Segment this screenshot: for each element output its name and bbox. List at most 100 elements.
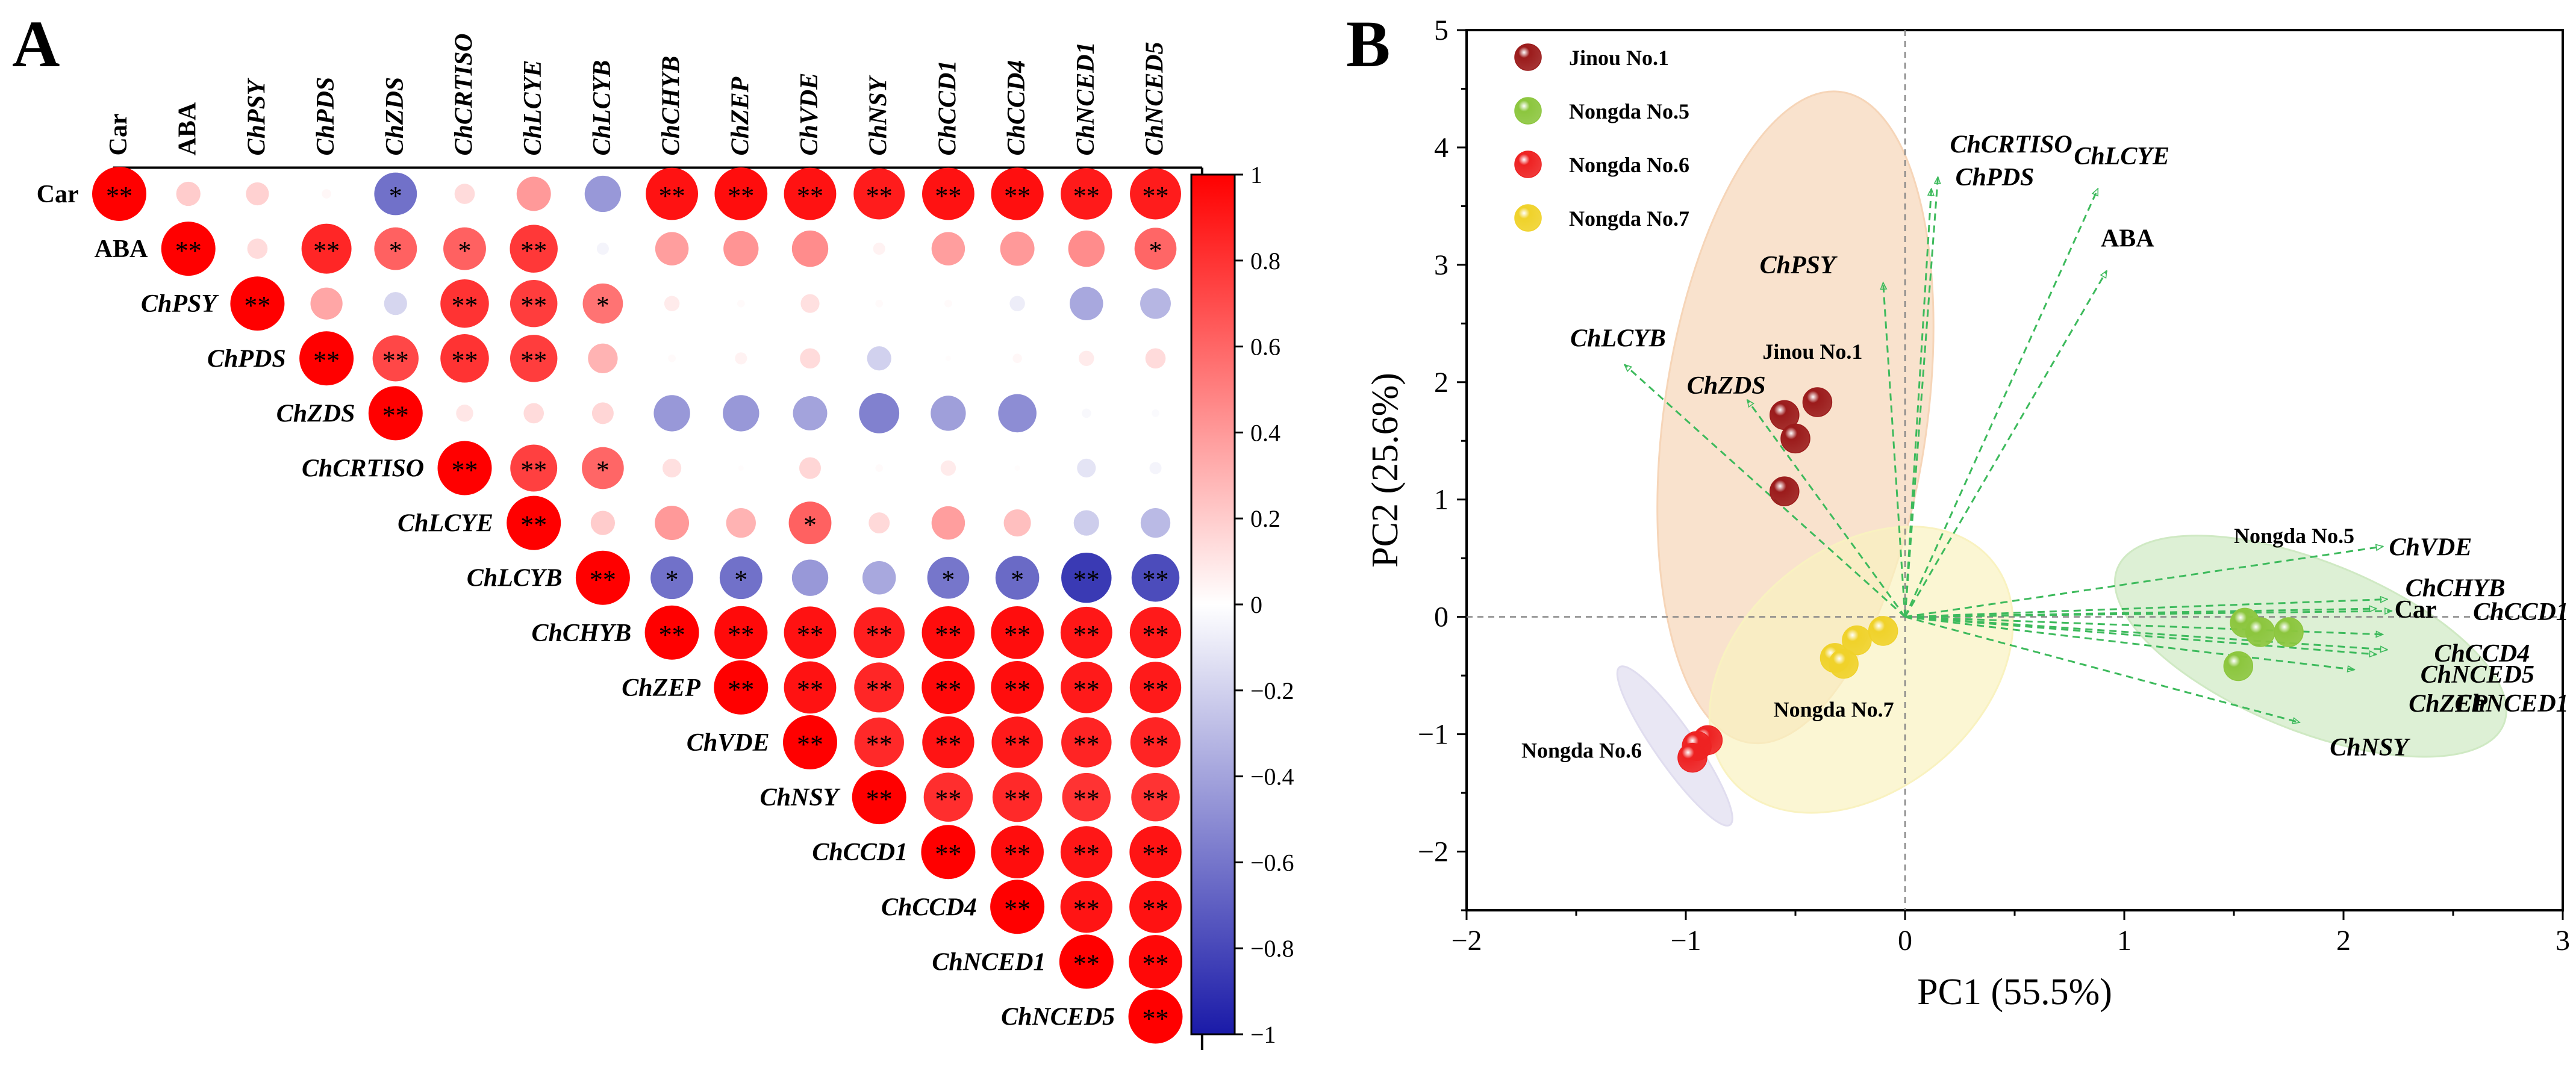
colorbar-tick-label: 0 (1250, 591, 1262, 618)
sample-point (2223, 651, 2254, 681)
legend-marker (1514, 97, 1542, 125)
significance-mark: ** (935, 784, 961, 814)
correlation-dot (590, 511, 616, 535)
legend-marker (1514, 151, 1542, 178)
sample-point (2245, 617, 2275, 647)
correlation-dot (1059, 934, 1114, 989)
y-tick-label: −1 (1418, 719, 1449, 751)
correlation-dot (714, 660, 769, 715)
column-label: ChZEP (726, 76, 754, 155)
significance-mark: ** (590, 565, 616, 595)
column-label: ChNCED1 (1072, 42, 1100, 155)
loading-arrow (1746, 400, 1906, 618)
significance-mark: ** (935, 181, 961, 211)
correlation-dot (931, 232, 965, 265)
significance-mark: * (734, 565, 747, 595)
significance-mark: ** (659, 620, 685, 650)
loading-label: ChNCED1 (2455, 690, 2569, 718)
column-label: ChCRTISO (451, 33, 478, 155)
legend-label: Nongda No.7 (1569, 206, 1689, 231)
significance-mark: ** (1073, 949, 1100, 978)
correlation-dot (582, 283, 623, 324)
correlation-dot (1131, 772, 1180, 822)
row-label: ChNCED1 (932, 948, 1046, 976)
confidence-ellipse (1708, 526, 2014, 814)
correlation-dot (1061, 552, 1112, 603)
correlation-dot (384, 292, 407, 315)
y-tick-label: 3 (1434, 249, 1449, 281)
significance-mark: ** (1143, 675, 1169, 704)
loading-arrow (1904, 599, 2387, 618)
correlation-dot (1061, 662, 1112, 713)
loading-arrow (1904, 616, 2377, 654)
correlation-dot (1129, 607, 1182, 659)
column-label: ChLCYE (519, 60, 547, 156)
loading-label: ChLCYE (2074, 143, 2169, 170)
loading-arrow (1883, 282, 1906, 617)
correlation-dot (668, 354, 676, 362)
correlation-dot (788, 501, 832, 545)
row-label: ChZDS (276, 400, 355, 427)
correlation-dot (800, 348, 820, 369)
correlation-dot (456, 405, 473, 422)
column-label: ChPDS (312, 77, 340, 156)
significance-mark: ** (1143, 949, 1169, 978)
correlation-dot (1128, 989, 1183, 1044)
column-label: ChCHYB (658, 56, 685, 156)
significance-mark: ** (1143, 784, 1169, 814)
correlation-dot (1129, 662, 1182, 713)
loading-label: ABA (2101, 225, 2154, 253)
correlation-dot (784, 661, 837, 714)
significance-mark: ** (313, 236, 340, 265)
significance-mark: ** (797, 730, 823, 759)
significance-mark: ** (382, 400, 409, 430)
significance-mark: ** (728, 675, 754, 704)
column-label: Car (105, 113, 133, 155)
correlation-dot (1079, 350, 1094, 367)
significance-mark: ** (452, 346, 478, 375)
correlation-dot (1130, 717, 1181, 768)
row-label: ChPDS (207, 345, 286, 373)
colorbar-tick-label: 0.8 (1250, 247, 1280, 275)
sample-point (1677, 742, 1707, 773)
correlation-dot (854, 717, 904, 768)
significance-mark: ** (1143, 894, 1169, 924)
sample-point (1802, 387, 1833, 417)
correlation-dot (1061, 168, 1112, 220)
significance-mark: ** (935, 730, 961, 759)
group-annotation: Jinou No.1 (1762, 340, 1862, 364)
legend-label: Nongda No.5 (1569, 99, 1689, 123)
correlation-dot (991, 716, 1043, 768)
significance-mark: ** (1143, 839, 1169, 869)
correlation-heatmap: Car ABA ChPSY ChPDS ChZDS ChCRTISO ChLCYE ChLCY… (37, 33, 1294, 1051)
significance-mark: ** (452, 291, 478, 320)
correlation-dot (714, 606, 768, 659)
loading-arrow (1904, 188, 2099, 618)
loading-label: Car (2395, 596, 2437, 624)
row-label: ChPSY (141, 290, 219, 318)
column-label: ChNSY (865, 75, 893, 155)
correlation-dot (440, 279, 489, 328)
correlation-dot (922, 660, 975, 714)
significance-mark: ** (935, 675, 961, 704)
significance-mark: * (666, 565, 679, 595)
correlation-dot (875, 464, 884, 472)
correlation-dot (596, 243, 609, 255)
significance-mark: ** (520, 236, 547, 265)
significance-mark: ** (520, 346, 547, 375)
significance-mark: ** (728, 620, 754, 650)
correlation-dot (507, 495, 561, 550)
correlation-dot (372, 335, 419, 382)
column-label: ChCCD1 (934, 60, 961, 156)
correlation-dot (853, 168, 905, 220)
correlation-dot (869, 512, 890, 534)
significance-mark: ** (1073, 894, 1100, 924)
correlation-dot (922, 716, 975, 769)
correlation-dot (1060, 826, 1112, 878)
correlation-dot (991, 661, 1044, 714)
correlation-dot (1070, 287, 1103, 320)
significance-mark: ** (797, 181, 823, 211)
y-tick-label: 5 (1434, 14, 1449, 46)
correlation-dot (859, 393, 900, 433)
correlation-dot (791, 230, 829, 267)
